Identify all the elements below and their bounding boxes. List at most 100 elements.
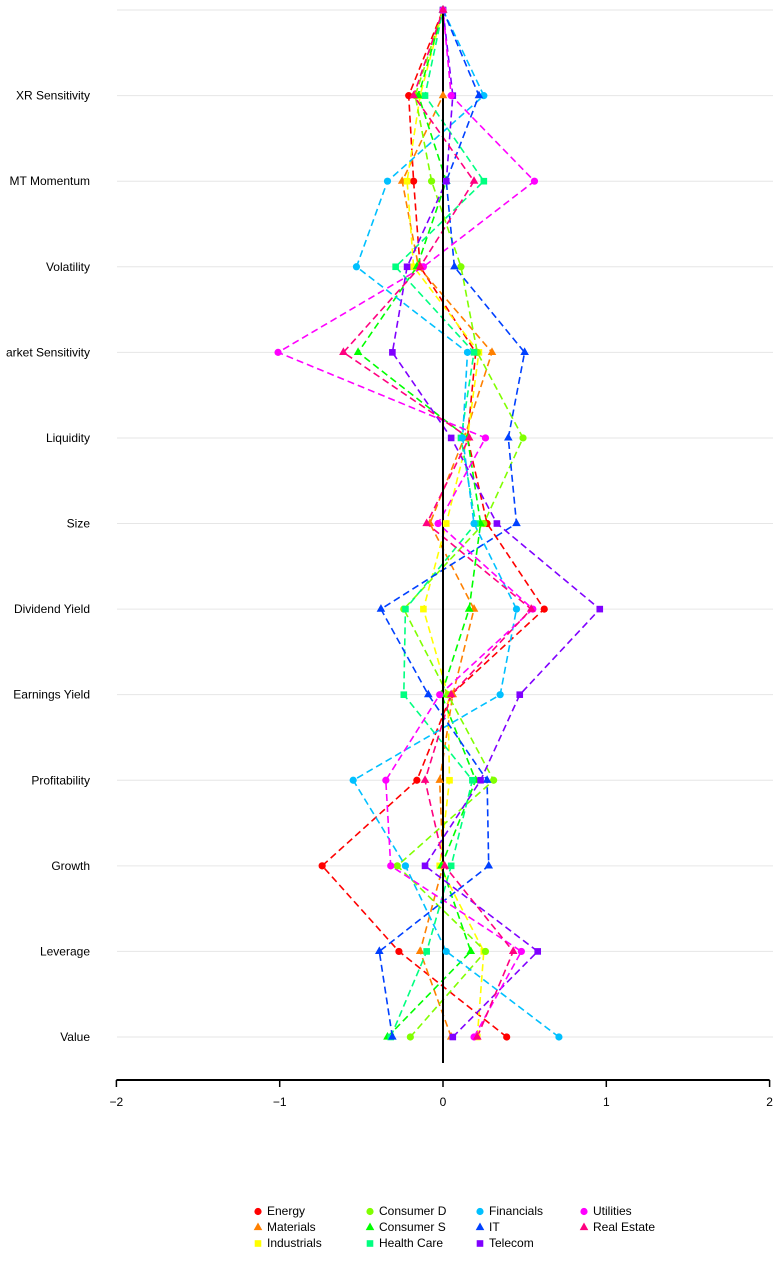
square-marker-icon bbox=[254, 1240, 262, 1247]
data-point-telecom bbox=[477, 776, 484, 784]
triangle-marker-icon bbox=[365, 1222, 375, 1231]
legend-marker bbox=[476, 1240, 484, 1247]
data-point-telecom bbox=[447, 434, 455, 442]
legend-item-utilities: Utilities bbox=[578, 1203, 668, 1219]
data-point-real-estate bbox=[415, 261, 425, 270]
data-point-health-care bbox=[421, 92, 429, 99]
legend-label: Energy bbox=[267, 1204, 306, 1218]
triangle-marker-icon bbox=[475, 1222, 485, 1231]
category-label: Value bbox=[60, 1030, 90, 1044]
data-point-real-estate bbox=[438, 5, 448, 13]
data-point-utilities bbox=[481, 434, 490, 442]
data-point-financials bbox=[470, 519, 478, 528]
legend-label: Industrials bbox=[267, 1236, 322, 1250]
circle-marker-icon bbox=[254, 1207, 262, 1216]
legend-marker bbox=[366, 1207, 374, 1216]
legend-marker bbox=[253, 1222, 263, 1231]
data-point-telecom bbox=[596, 605, 604, 613]
legend-marker bbox=[579, 1222, 589, 1231]
data-point-energy bbox=[318, 862, 326, 870]
circle-marker-icon bbox=[580, 1207, 588, 1216]
category-label: XR Sensitivity bbox=[16, 89, 90, 103]
legend-item-health-care: Health Care bbox=[364, 1235, 474, 1251]
data-point-financials bbox=[442, 947, 450, 956]
legend-label: Materials bbox=[267, 1220, 316, 1234]
circle-marker-icon bbox=[476, 1207, 484, 1216]
data-point-real-estate bbox=[464, 432, 474, 441]
data-point-consumer-d bbox=[427, 177, 436, 185]
data-point-energy bbox=[395, 947, 403, 956]
data-point-financials bbox=[401, 862, 410, 870]
triangle-marker-icon bbox=[253, 1222, 263, 1231]
legend-empty bbox=[578, 1235, 668, 1251]
legend-marker bbox=[475, 1222, 485, 1231]
x-tick-label: −1 bbox=[273, 1095, 287, 1109]
marker-layer bbox=[274, 5, 604, 1041]
square-marker-icon bbox=[476, 1240, 484, 1247]
data-point-real-estate bbox=[446, 689, 456, 698]
data-point-materials bbox=[487, 347, 497, 355]
category-label: Size bbox=[67, 517, 91, 531]
data-point-real-estate bbox=[409, 90, 418, 99]
data-point-telecom bbox=[421, 862, 429, 870]
data-point-it bbox=[375, 946, 384, 955]
data-point-consumer-d bbox=[519, 434, 527, 442]
legend-label: Telecom bbox=[489, 1236, 534, 1250]
data-point-utilities bbox=[447, 92, 455, 100]
data-point-consumer-d bbox=[393, 862, 401, 870]
data-point-consumer-d bbox=[457, 263, 465, 271]
data-point-health-care bbox=[400, 691, 408, 698]
data-point-it bbox=[520, 347, 529, 355]
data-point-it bbox=[482, 775, 492, 783]
category-label: Profitability bbox=[31, 773, 90, 787]
category-label: Leverage bbox=[40, 944, 90, 958]
data-point-telecom bbox=[442, 177, 450, 185]
legend-item-it: IT bbox=[474, 1219, 578, 1235]
legend-marker bbox=[254, 1207, 262, 1216]
category-label: Dividend Yield bbox=[14, 602, 90, 616]
data-point-materials bbox=[435, 775, 445, 783]
legend-item-industrials: Industrials bbox=[252, 1235, 364, 1251]
legend-marker bbox=[365, 1222, 375, 1231]
data-point-consumer-s bbox=[464, 604, 474, 612]
data-point-energy bbox=[540, 605, 548, 613]
data-point-real-estate bbox=[422, 518, 431, 527]
data-point-health-care bbox=[447, 862, 455, 870]
data-point-financials bbox=[496, 691, 504, 699]
square-marker-icon bbox=[366, 1240, 374, 1247]
data-point-real-estate bbox=[469, 176, 479, 184]
legend-item-real-estate: Real Estate bbox=[578, 1219, 668, 1235]
data-point-utilities bbox=[434, 519, 442, 528]
x-axis: −2 −1 0 1 2 bbox=[110, 1079, 773, 1109]
data-point-telecom bbox=[516, 691, 524, 698]
legend-item-energy: Energy bbox=[252, 1203, 364, 1219]
data-point-energy bbox=[413, 776, 421, 784]
data-point-consumer-s bbox=[353, 347, 363, 355]
circle-marker-icon bbox=[366, 1207, 374, 1216]
data-point-it bbox=[424, 689, 433, 698]
legend-item-telecom: Telecom bbox=[474, 1235, 578, 1251]
data-point-financials bbox=[463, 348, 472, 356]
category-label: arket Sensitivity bbox=[6, 345, 90, 359]
legend-label: IT bbox=[489, 1220, 500, 1234]
data-point-energy bbox=[410, 177, 418, 185]
data-point-utilities bbox=[517, 947, 525, 956]
data-point-real-estate bbox=[420, 775, 430, 783]
data-point-utilities bbox=[382, 776, 390, 784]
category-labels: Value Leverage Growth Profitability Earnings… bbox=[6, 89, 90, 1044]
legend-marker bbox=[476, 1207, 484, 1216]
category-label: Volatility bbox=[46, 260, 90, 274]
legend-label: Health Care bbox=[379, 1236, 444, 1250]
data-point-consumer-d bbox=[490, 776, 498, 784]
x-tick-label: 2 bbox=[766, 1095, 773, 1109]
data-point-utilities bbox=[436, 691, 444, 699]
data-point-consumer-d bbox=[406, 1033, 414, 1041]
data-point-telecom bbox=[403, 263, 411, 271]
data-point-industrials bbox=[410, 263, 417, 271]
category-label: MT Momentum bbox=[10, 174, 90, 188]
data-point-telecom bbox=[449, 1033, 457, 1041]
data-point-real-estate bbox=[440, 860, 449, 869]
data-point-consumer-d bbox=[481, 947, 490, 956]
legend-label: Utilities bbox=[593, 1204, 632, 1218]
data-point-health-care bbox=[470, 349, 478, 356]
